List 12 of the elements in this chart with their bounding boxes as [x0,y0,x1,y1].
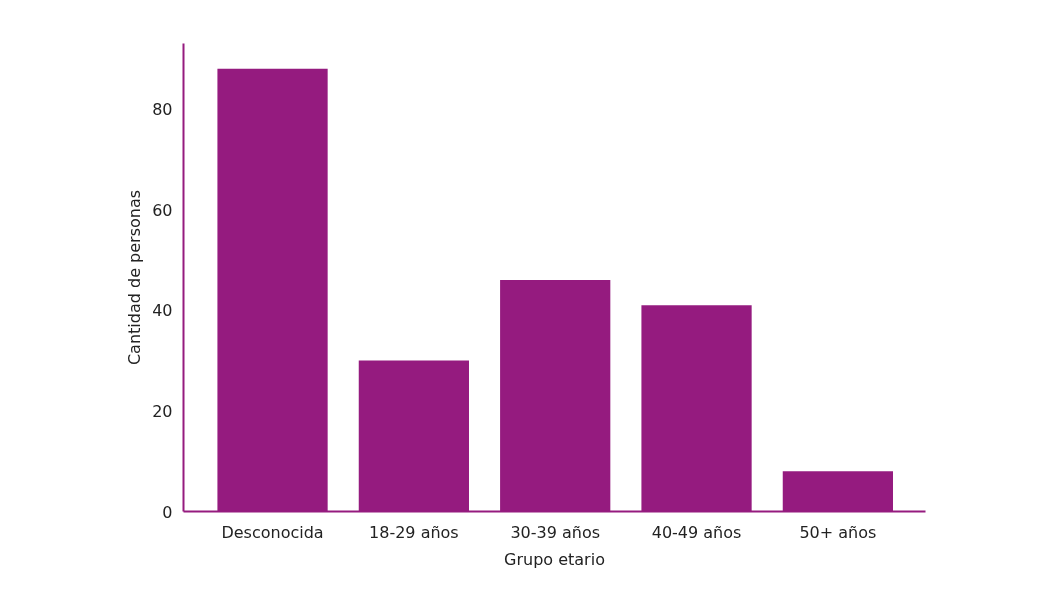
y-axis-title: Cantidad de personas [125,189,145,366]
x-tick-label: 40-49 años [651,522,742,542]
y-tick-label: 60 [152,200,173,220]
x-tick-label: 18-29 años [369,522,459,542]
x-axis-title: Grupo etario [504,549,605,569]
y-tick-label: 20 [152,401,173,421]
y-tick-label: 0 [162,502,173,522]
x-tick-label: Desconocida [221,522,324,542]
y-tick-label: 80 [152,99,173,119]
x-tick-label: 50+ años [799,522,877,542]
y-tick-label: 40 [152,301,173,321]
x-tick-label: 30-39 años [510,522,601,542]
